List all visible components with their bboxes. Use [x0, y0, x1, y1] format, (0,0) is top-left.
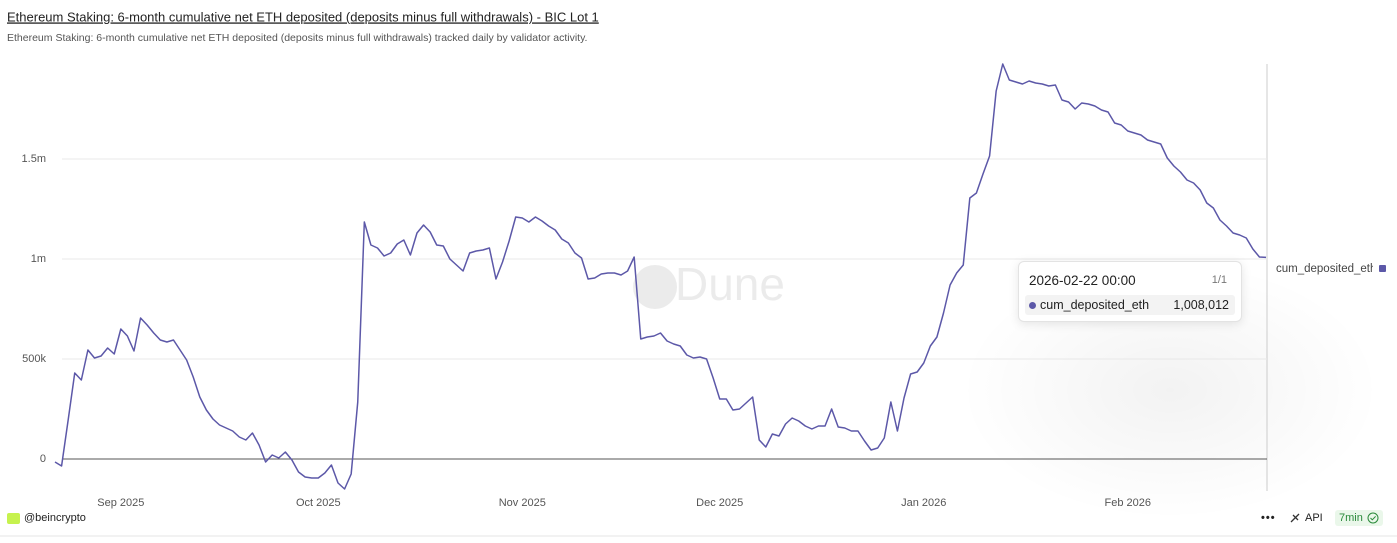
tooltip-row: cum_deposited_eth 1,008,012 [1025, 295, 1235, 315]
x-tick-label: Jan 2026 [901, 497, 946, 509]
x-tick-label: Oct 2025 [296, 497, 341, 509]
refresh-badge[interactable]: 7min [1335, 510, 1383, 526]
chart-subtitle: Ethereum Staking: 6-month cumulative net… [7, 32, 587, 44]
footer-author[interactable]: @beincrypto [7, 512, 86, 524]
legend: cum_deposited_eth [1276, 263, 1386, 275]
legend-swatch [1379, 265, 1386, 272]
tooltip-value: 1,008,012 [1173, 298, 1229, 312]
x-tick-label: Feb 2026 [1105, 497, 1151, 509]
author-icon [7, 512, 20, 524]
api-button[interactable]: API [1289, 512, 1323, 524]
grid [62, 158, 1267, 460]
watermark-logo [633, 265, 677, 309]
x-tick-label: Nov 2025 [499, 497, 546, 509]
y-tick-label: 1m [31, 253, 46, 265]
tooltip-marker [1029, 302, 1036, 309]
watermark: Dune [633, 258, 785, 310]
line-series [54, 63, 1267, 490]
api-label[interactable]: API [1305, 512, 1323, 524]
legend-label: cum_deposited_eth [1276, 263, 1376, 275]
tooltip: 2026-02-22 00:00 1/1 cum_deposited_eth 1… [1018, 261, 1242, 322]
tooltip-date: 2026-02-22 00:00 [1029, 273, 1136, 288]
x-tick-label: Sep 2025 [97, 497, 144, 509]
refresh-label[interactable]: 7min [1339, 512, 1363, 524]
title-link[interactable]: Ethereum Staking: 6-month cumulative net… [7, 9, 599, 24]
y-tick-label: 1.5m [22, 153, 46, 165]
tooltip-counter: 1/1 [1211, 274, 1227, 286]
tooltip-series: cum_deposited_eth [1040, 298, 1150, 312]
watermark-text: Dune [675, 258, 785, 310]
refresh-icon [1367, 512, 1379, 524]
y-tick-label: 0 [40, 453, 46, 465]
author-name[interactable]: @beincrypto [24, 512, 86, 524]
y-tick-label: 500k [22, 353, 46, 365]
more-button[interactable]: ••• [1261, 512, 1276, 524]
chart-title[interactable]: Ethereum Staking: 6-month cumulative net… [7, 9, 599, 24]
api-icon [1290, 513, 1300, 523]
x-tick-label: Dec 2025 [696, 497, 743, 509]
shadow [960, 260, 1380, 520]
